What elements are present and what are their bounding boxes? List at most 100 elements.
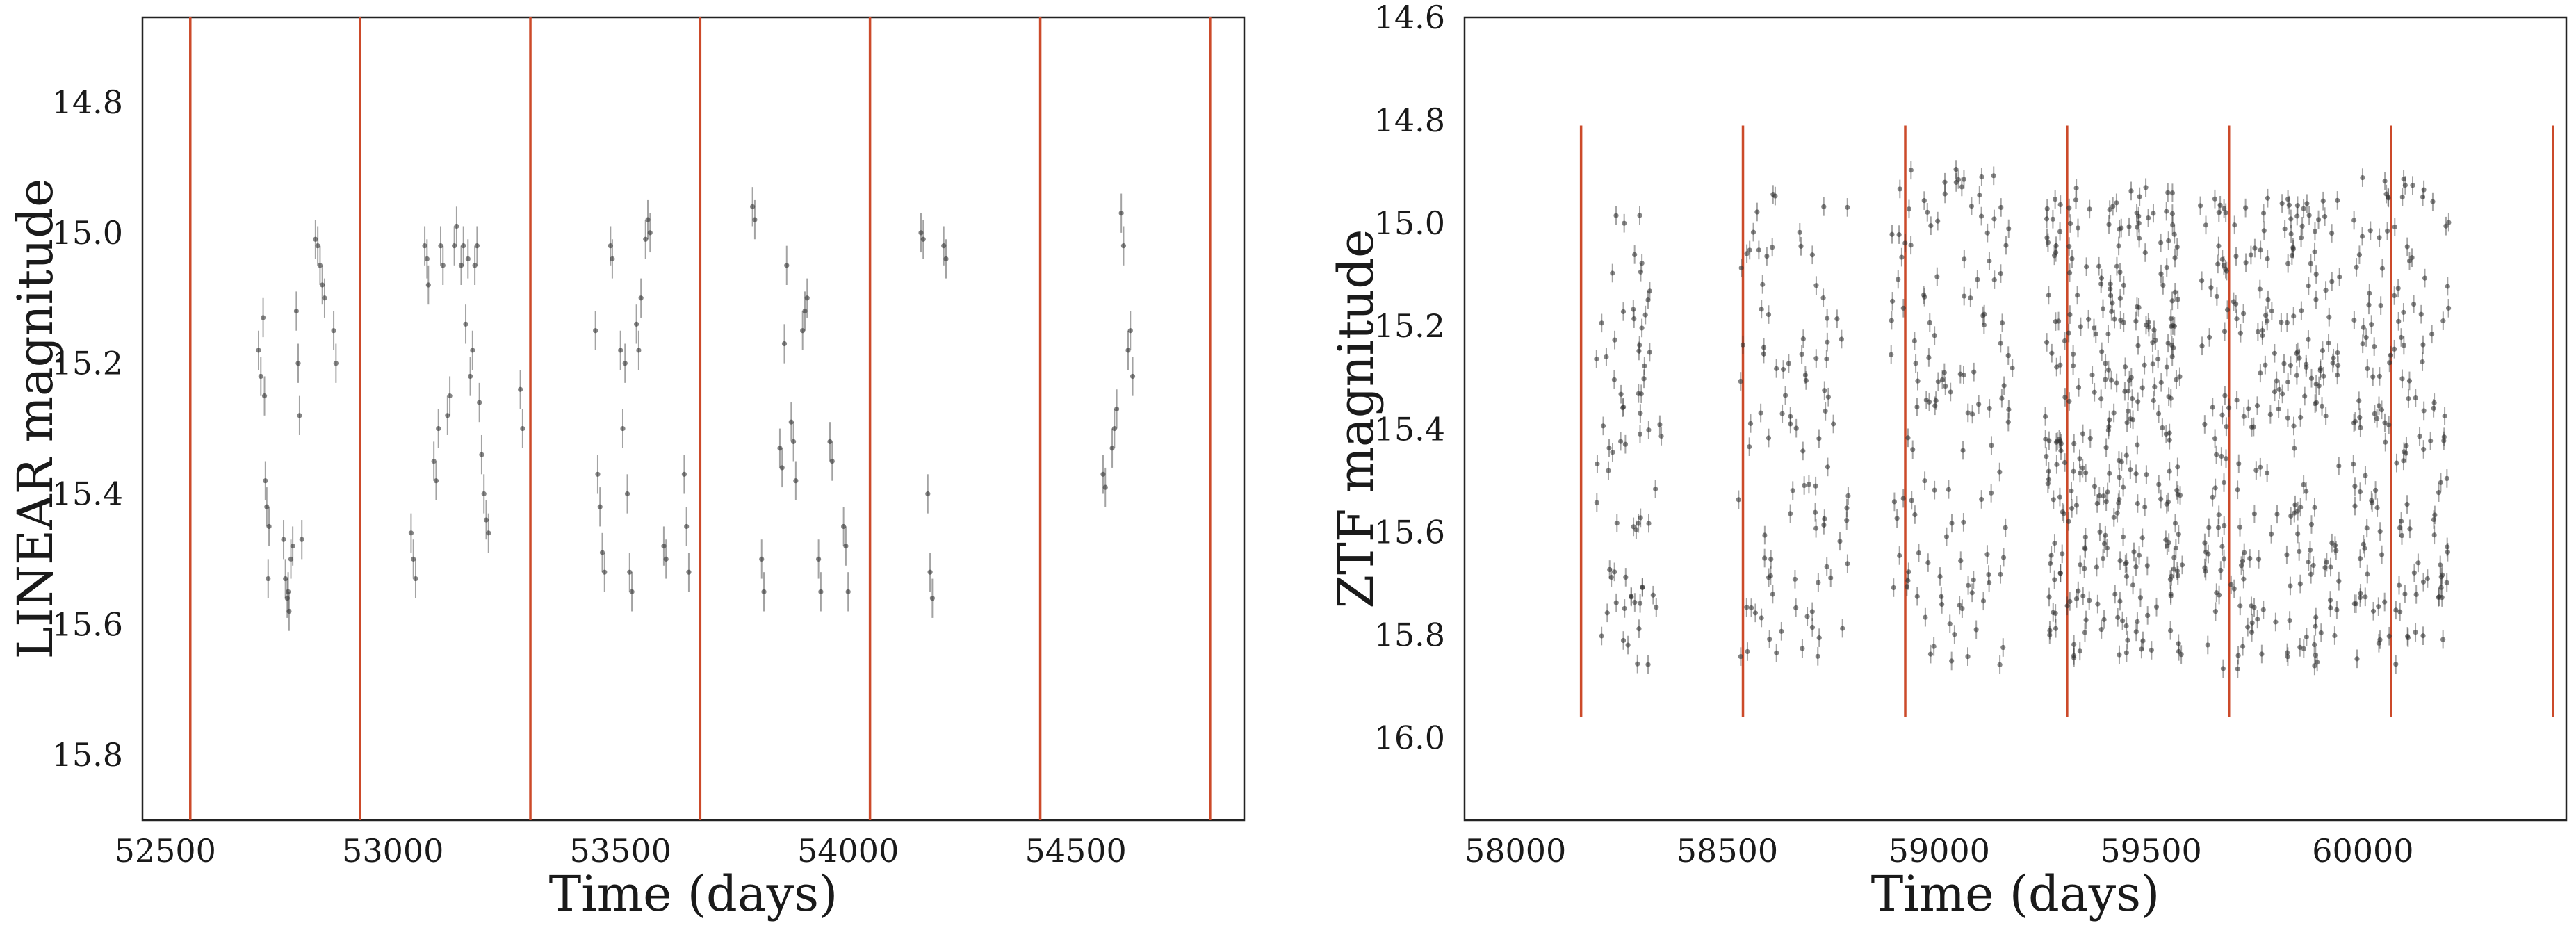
- data-point: [2351, 420, 2357, 426]
- data-point: [1759, 307, 1764, 312]
- data-point: [2210, 494, 2215, 500]
- data-point: [845, 589, 851, 594]
- data-point: [2103, 445, 2109, 450]
- data-point: [331, 328, 336, 334]
- data-point: [2140, 638, 2146, 644]
- data-point: [1620, 637, 1627, 644]
- data-point: [2214, 293, 2219, 300]
- data-point: [2336, 578, 2342, 584]
- data-point: [2399, 532, 2405, 539]
- data-point: [1959, 184, 1964, 190]
- data-point: [2128, 467, 2133, 473]
- data-point: [2044, 206, 2050, 211]
- data-point: [2336, 463, 2342, 469]
- data-point: [1636, 391, 1641, 396]
- data-point: [2404, 443, 2409, 448]
- data-point: [2326, 341, 2331, 346]
- data-point: [1804, 614, 1810, 619]
- data-point: [2222, 329, 2228, 334]
- data-point: [827, 439, 833, 444]
- data-point: [2158, 271, 2164, 277]
- y-tick-label: 14.8: [52, 83, 123, 121]
- data-point: [2075, 225, 2081, 231]
- data-point: [2378, 303, 2383, 309]
- data-point: [2203, 569, 2208, 574]
- data-point: [2122, 364, 2128, 370]
- data-point: [2441, 438, 2447, 443]
- data-point: [2169, 190, 2175, 196]
- data-point: [2153, 338, 2158, 343]
- data-point: [1747, 247, 1752, 253]
- data-point: [1638, 269, 1644, 275]
- data-point: [2166, 238, 2171, 244]
- data-point: [2169, 298, 2175, 304]
- data-point: [2356, 252, 2363, 258]
- data-point: [1610, 270, 1615, 276]
- data-point: [295, 361, 301, 366]
- plot-frame: [141, 16, 1246, 822]
- data-point: [2044, 453, 2049, 459]
- data-point: [2155, 357, 2161, 362]
- data-point: [2392, 224, 2397, 230]
- data-point: [2411, 570, 2417, 576]
- data-point: [2265, 195, 2271, 201]
- data-point: [943, 256, 949, 262]
- data-point: [918, 230, 924, 236]
- data-point: [2145, 612, 2151, 619]
- data-point: [1762, 555, 1768, 561]
- data-point: [2151, 327, 2157, 333]
- data-point: [2130, 582, 2136, 588]
- data-point: [2363, 473, 2368, 478]
- data-point: [2322, 214, 2328, 220]
- data-point: [2066, 519, 2071, 524]
- data-point: [474, 243, 480, 249]
- data-point: [802, 308, 808, 314]
- data-point: [1844, 518, 1850, 523]
- data-point: [2108, 377, 2114, 383]
- data-point: [2297, 355, 2302, 361]
- data-point: [1738, 378, 1743, 384]
- data-point: [781, 341, 788, 347]
- data-point: [2212, 609, 2219, 614]
- data-point: [1637, 601, 1643, 606]
- data-point: [2312, 505, 2317, 510]
- data-point: [2114, 263, 2120, 269]
- data-point: [1959, 606, 1965, 612]
- data-point: [2406, 258, 2413, 264]
- data-point: [595, 471, 601, 477]
- data-point: [1933, 398, 1939, 404]
- data-point: [2287, 617, 2292, 623]
- data-point: [2055, 318, 2062, 324]
- data-point: [1942, 191, 1948, 197]
- data-point: [1768, 556, 1774, 562]
- data-point: [2243, 205, 2249, 211]
- data-point: [1645, 297, 1651, 303]
- data-point: [2247, 555, 2253, 562]
- data-point: [2073, 197, 2079, 203]
- data-point: [1998, 571, 2003, 577]
- data-point: [1943, 534, 1950, 539]
- data-point: [2078, 562, 2083, 568]
- data-point: [2179, 562, 2185, 568]
- data-point: [2087, 435, 2093, 441]
- data-point: [2064, 603, 2070, 609]
- data-point: [2420, 194, 2426, 200]
- data-point: [2387, 360, 2392, 366]
- data-point: [2175, 573, 2180, 578]
- data-point: [1839, 336, 1844, 342]
- data-point: [2082, 545, 2088, 550]
- data-point: [2440, 637, 2446, 642]
- data-point: [818, 589, 824, 594]
- data-point: [433, 478, 439, 484]
- data-point: [2313, 623, 2318, 629]
- y-tick-label: 14.8: [1374, 101, 1445, 139]
- data-point: [2001, 383, 2007, 389]
- x-tick-label: 60000: [2312, 832, 2413, 870]
- data-point: [1125, 348, 1131, 353]
- data-point: [2441, 434, 2447, 440]
- data-point: [2153, 604, 2160, 610]
- data-point: [1999, 320, 2005, 326]
- data-point: [2304, 489, 2309, 494]
- data-point: [452, 243, 457, 249]
- data-point: [2304, 634, 2309, 640]
